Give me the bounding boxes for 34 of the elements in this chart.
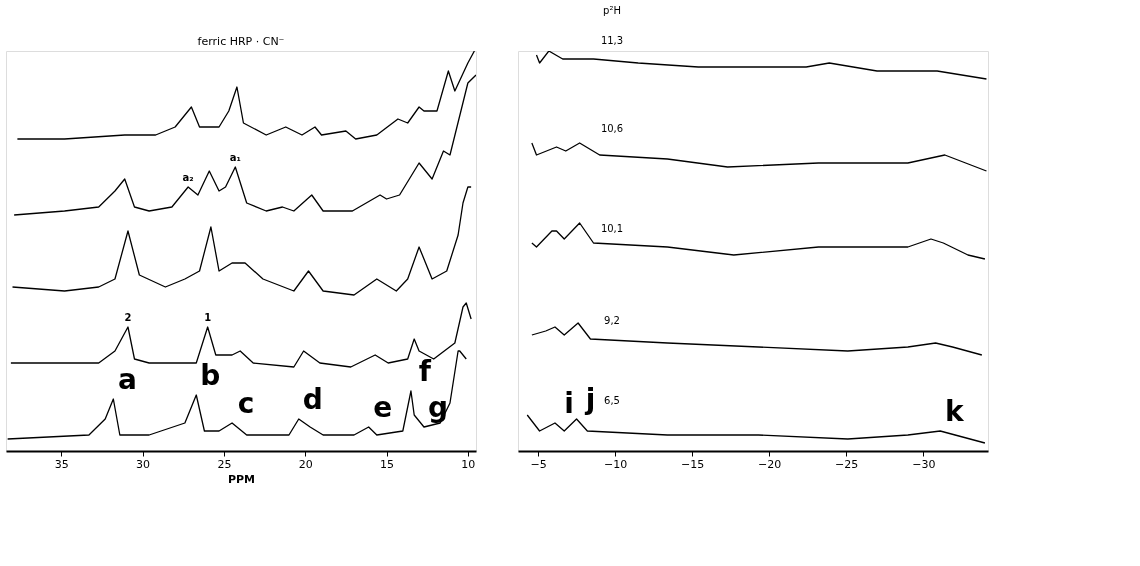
x-tick-label: 25 [217, 457, 232, 471]
annotation: d [302, 383, 323, 416]
annotation: g [427, 391, 448, 424]
annotation: a₂ [182, 172, 194, 183]
annotation: j [584, 383, 596, 416]
x-tick-label: −20 [758, 457, 782, 471]
series-label: 10,6 [600, 123, 624, 134]
x-axis-title: PPM [227, 472, 256, 486]
x-tick-label: −30 [912, 457, 936, 471]
x-tick-label: 30 [136, 457, 151, 471]
x-tick-label: 20 [298, 457, 313, 471]
annotation: a [117, 363, 137, 396]
annotation: f [418, 355, 432, 388]
annotation: k [944, 395, 965, 428]
annotation: 2 [124, 312, 132, 323]
x-tick-label: −25 [835, 457, 859, 471]
x-tick-label: 10 [461, 457, 476, 471]
legend-title: p²H [603, 5, 621, 16]
annotation: 1 [204, 312, 212, 323]
x-tick-label: −15 [681, 457, 705, 471]
annotation: c [237, 387, 255, 420]
x-tick-label: 35 [54, 457, 69, 471]
annotation: e [373, 391, 393, 424]
series-label: 9,2 [604, 315, 620, 326]
x-tick-label: −10 [603, 457, 628, 471]
text: 6,5 [604, 395, 620, 406]
chart-title: ferric HRP · CN⁻ [197, 35, 285, 48]
series-label: 10,1 [600, 223, 624, 234]
x-tick-label: −5 [530, 457, 547, 471]
annotation: i [564, 387, 574, 420]
series-label: 11,3 [600, 35, 624, 46]
annotation: a₁ [229, 152, 241, 163]
annotation: b [200, 359, 221, 392]
x-tick-label: 15 [380, 457, 395, 471]
